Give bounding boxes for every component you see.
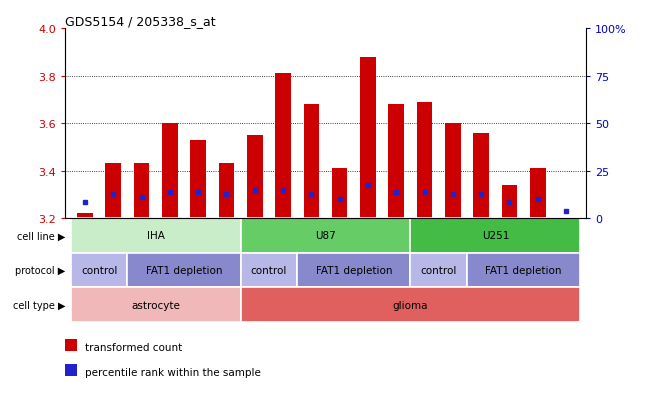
Bar xyxy=(410,218,580,253)
Text: FAT1 depletion: FAT1 depletion xyxy=(146,266,222,275)
Text: FAT1 depletion: FAT1 depletion xyxy=(486,266,562,275)
Bar xyxy=(162,124,178,218)
Bar xyxy=(133,164,149,218)
Text: protocol ▶: protocol ▶ xyxy=(15,266,65,275)
Text: transformed count: transformed count xyxy=(85,342,182,352)
Bar xyxy=(445,124,461,218)
Text: IHA: IHA xyxy=(146,231,165,241)
Bar xyxy=(389,105,404,218)
Bar xyxy=(275,74,291,218)
Bar xyxy=(530,169,546,218)
Bar xyxy=(71,218,241,253)
Bar xyxy=(105,164,121,218)
Bar xyxy=(71,287,241,322)
Bar xyxy=(241,287,580,322)
Bar xyxy=(473,133,489,218)
Text: cell type ▶: cell type ▶ xyxy=(12,300,65,310)
Text: GDS5154 / 205338_s_at: GDS5154 / 205338_s_at xyxy=(65,15,215,28)
Bar xyxy=(298,253,410,287)
Bar xyxy=(467,253,580,287)
Bar xyxy=(502,185,518,218)
Bar xyxy=(332,169,348,218)
Text: U87: U87 xyxy=(315,231,336,241)
Bar xyxy=(190,140,206,218)
Text: percentile rank within the sample: percentile rank within the sample xyxy=(85,367,260,377)
Bar xyxy=(71,253,128,287)
Text: cell line ▶: cell line ▶ xyxy=(17,231,65,241)
Bar xyxy=(77,214,92,218)
Bar xyxy=(410,253,467,287)
Bar xyxy=(247,135,262,218)
Text: glioma: glioma xyxy=(393,300,428,310)
Bar xyxy=(241,218,410,253)
Bar xyxy=(303,105,319,218)
Text: U251: U251 xyxy=(482,231,509,241)
Bar xyxy=(417,102,432,218)
Text: control: control xyxy=(421,266,457,275)
Bar xyxy=(128,253,241,287)
Bar xyxy=(360,57,376,218)
Text: control: control xyxy=(81,266,117,275)
Bar xyxy=(241,253,298,287)
Text: astrocyte: astrocyte xyxy=(132,300,180,310)
Bar xyxy=(219,164,234,218)
Text: FAT1 depletion: FAT1 depletion xyxy=(316,266,392,275)
Text: control: control xyxy=(251,266,287,275)
